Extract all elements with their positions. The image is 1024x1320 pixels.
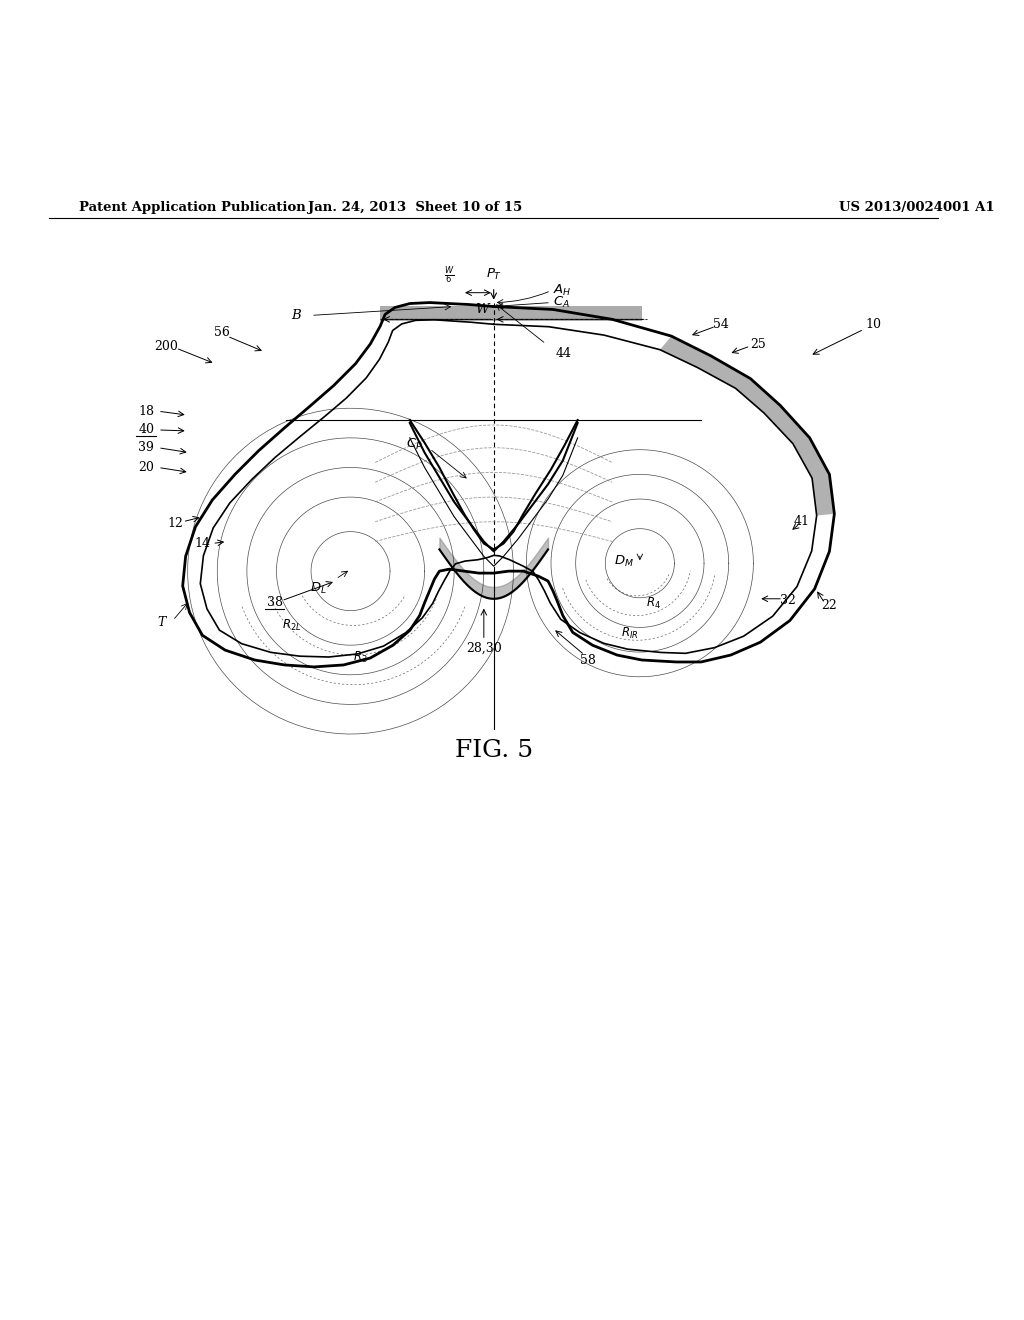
Text: 14: 14 xyxy=(195,537,210,550)
Text: $C_A$: $C_A$ xyxy=(553,294,570,310)
Text: 54: 54 xyxy=(713,318,729,331)
Text: 41: 41 xyxy=(794,515,810,528)
Text: $C_P$: $C_P$ xyxy=(406,437,423,453)
Polygon shape xyxy=(380,305,642,321)
Text: $R_3$: $R_3$ xyxy=(353,649,368,664)
Text: $A_H$: $A_H$ xyxy=(553,284,571,298)
Text: T: T xyxy=(158,616,166,628)
Text: US 2013/0024001 A1: US 2013/0024001 A1 xyxy=(840,201,995,214)
Text: 22: 22 xyxy=(821,599,838,612)
Text: $R_{2L}$: $R_{2L}$ xyxy=(282,618,301,634)
Text: 38: 38 xyxy=(266,597,283,610)
Text: Patent Application Publication: Patent Application Publication xyxy=(79,201,306,214)
Text: W: W xyxy=(475,304,488,317)
Text: 20: 20 xyxy=(138,461,154,474)
Text: 56: 56 xyxy=(214,326,230,339)
Text: $D_M$: $D_M$ xyxy=(614,553,634,569)
Text: 10: 10 xyxy=(866,318,882,331)
Polygon shape xyxy=(660,337,835,516)
Text: 32: 32 xyxy=(780,594,796,607)
Text: B: B xyxy=(292,309,301,322)
Text: 18: 18 xyxy=(138,405,155,417)
Text: $R_{IR}$: $R_{IR}$ xyxy=(622,626,639,642)
Text: FIG. 5: FIG. 5 xyxy=(455,739,532,763)
Text: 44: 44 xyxy=(556,347,572,360)
Text: 39: 39 xyxy=(138,441,154,454)
Text: 25: 25 xyxy=(751,338,766,351)
Text: 12: 12 xyxy=(168,517,183,531)
Text: 58: 58 xyxy=(580,653,595,667)
Text: 40: 40 xyxy=(138,424,155,437)
Text: $D_L$: $D_L$ xyxy=(309,581,327,597)
Text: Jan. 24, 2013  Sheet 10 of 15: Jan. 24, 2013 Sheet 10 of 15 xyxy=(307,201,522,214)
Text: 200: 200 xyxy=(154,339,178,352)
Text: $\frac{W}{6}$: $\frac{W}{6}$ xyxy=(444,264,455,285)
Text: $R_4$: $R_4$ xyxy=(646,597,662,611)
Text: 28,30: 28,30 xyxy=(466,642,502,655)
Text: $P_T$: $P_T$ xyxy=(485,267,502,282)
